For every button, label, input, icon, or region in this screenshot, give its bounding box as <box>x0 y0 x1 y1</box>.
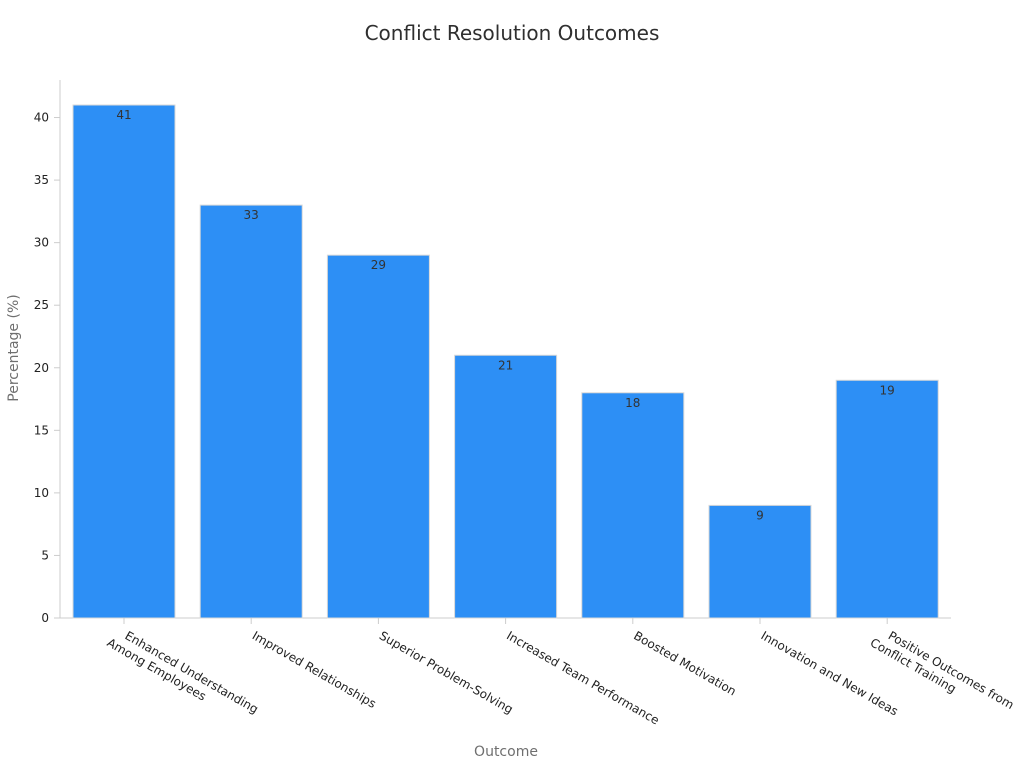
x-axis-title: Outcome <box>474 744 538 760</box>
bar-4 <box>454 354 558 619</box>
y-axis-tick-label: 5 <box>41 548 49 562</box>
x-axis-tick-label-group: Boosted Motivation <box>631 628 738 698</box>
bar-2 <box>199 204 303 619</box>
y-axis-tick-label: 20 <box>34 361 49 375</box>
bar-value-label: 41 <box>116 108 131 122</box>
y-axis-title: Percentage (%) <box>6 294 22 401</box>
bar-7 <box>835 379 939 619</box>
bar-1 <box>72 104 176 619</box>
bar-value-label: 18 <box>625 396 640 410</box>
y-axis-tick-label: 40 <box>34 111 49 125</box>
x-axis-tick-label-line: Boosted Motivation <box>631 628 738 698</box>
bar-5 <box>581 392 685 619</box>
x-axis-tick-label-group: Superior Problem-Solving <box>377 628 516 716</box>
bar-value-label: 19 <box>880 383 895 397</box>
y-axis-tick-label: 35 <box>34 173 49 187</box>
x-axis-tick-label-line: Positive Outcomes from <box>886 628 1017 712</box>
y-axis-ticks: 0 5 10 15 20 25 30 35 40 <box>34 111 60 625</box>
bar-value-label: 33 <box>244 208 259 222</box>
y-axis-tick-label: 0 <box>41 611 49 625</box>
y-axis-tick-label: 30 <box>34 236 49 250</box>
y-axis-tick-label: 25 <box>34 298 49 312</box>
bar-value-label: 21 <box>498 358 513 372</box>
x-axis-tick-label-line: Enhanced Understanding <box>123 628 261 716</box>
x-axis-tick-label-group: Improved Relationships <box>250 628 379 710</box>
x-axis-tick-label-line: Improved Relationships <box>250 628 379 710</box>
bar-3 <box>326 254 430 619</box>
x-axis-tick-label-line: Superior Problem-Solving <box>377 628 516 716</box>
y-axis-tick-label: 10 <box>34 486 49 500</box>
y-axis-tick-label: 15 <box>34 423 49 437</box>
bar-series: 41 33 29 21 18 9 19 <box>72 104 939 619</box>
chart-title: Conflict Resolution Outcomes <box>365 21 660 45</box>
bar-value-label: 29 <box>371 258 386 272</box>
bar-value-label: 9 <box>756 508 764 522</box>
bar-6 <box>708 504 812 619</box>
